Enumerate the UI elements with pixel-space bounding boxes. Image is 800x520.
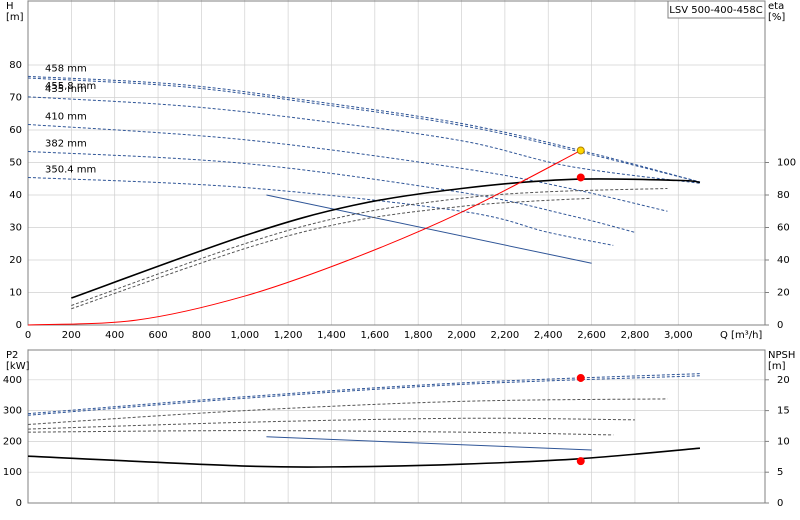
x-tick-label: 2,400 <box>534 330 563 341</box>
curve <box>27 75 701 183</box>
x-axis-label: Q [m³/h] <box>720 330 762 341</box>
curve-label: 410 mm <box>45 111 87 122</box>
y2-tick-label: 60 <box>777 223 790 234</box>
curve-label: 350.4 mm <box>45 164 96 175</box>
curve <box>27 123 668 212</box>
y-axis-unit: [m] <box>6 12 24 23</box>
y2-tick-label: 10 <box>777 436 790 447</box>
curve <box>71 188 668 306</box>
x-tick-label: 2,600 <box>577 330 606 341</box>
x-tick-label: 1,800 <box>404 330 433 341</box>
y2-tick-label: 100 <box>777 158 796 169</box>
curve <box>71 178 701 299</box>
y2-axis-unit: [%] <box>768 12 785 23</box>
curve <box>27 176 614 246</box>
x-tick-label: 200 <box>62 330 81 341</box>
curve <box>266 194 592 264</box>
curve <box>27 96 701 184</box>
curve <box>27 398 668 425</box>
y-tick-label: 0 <box>16 320 22 331</box>
y-tick-label: 50 <box>9 158 22 169</box>
x-tick-label: 1,400 <box>317 330 346 341</box>
curve <box>71 197 592 310</box>
y-tick-label: 400 <box>3 375 22 386</box>
x-tick-label: 2,200 <box>491 330 520 341</box>
x-tick-label: 1,000 <box>230 330 259 341</box>
operating-point <box>576 173 585 182</box>
y-tick-label: 200 <box>3 436 22 447</box>
operating-point <box>576 146 585 155</box>
x-tick-label: 3,000 <box>664 330 693 341</box>
curve <box>27 430 614 436</box>
curve <box>27 417 635 430</box>
x-tick-label: 800 <box>192 330 211 341</box>
y2-tick-label: 40 <box>777 255 790 266</box>
curve <box>27 375 700 416</box>
y2-tick-label: 15 <box>777 406 790 417</box>
y2-axis-unit: [m] <box>768 361 786 372</box>
x-tick-label: 2,000 <box>447 330 476 341</box>
y-tick-label: 20 <box>9 255 22 266</box>
x-tick-label: 2,800 <box>621 330 650 341</box>
y-axis-label: P2 <box>6 350 18 361</box>
curve-label: 455,8 mm <box>45 81 96 92</box>
y-tick-label: 60 <box>9 125 22 136</box>
curve <box>27 447 701 468</box>
y-tick-label: 300 <box>3 406 22 417</box>
y2-tick-label: 5 <box>777 467 783 478</box>
x-tick-label: 400 <box>105 330 124 341</box>
y2-axis-label: NPSH <box>768 350 795 361</box>
x-tick-label: 1,600 <box>361 330 390 341</box>
operating-point <box>576 373 585 382</box>
plot-frame <box>27 0 766 326</box>
x-tick-label: 1,200 <box>274 330 303 341</box>
curve <box>27 150 636 233</box>
title-box <box>667 0 766 19</box>
y2-tick-label: 20 <box>777 375 790 386</box>
curve <box>27 150 581 326</box>
y-tick-label: 100 <box>3 467 22 478</box>
y2-tick-label: 0 <box>777 498 783 509</box>
x-tick-label: 0 <box>25 330 31 341</box>
chart-title: LSV 500-400-458C <box>669 5 762 16</box>
y-tick-label: 30 <box>9 223 22 234</box>
y-tick-label: 70 <box>9 93 22 104</box>
y-tick-label: 0 <box>16 498 22 509</box>
y-axis-label: H <box>6 1 14 12</box>
curve-label: 458 mm <box>45 63 87 74</box>
curve <box>27 373 700 415</box>
curve <box>266 436 592 451</box>
y-tick-label: 80 <box>9 60 22 71</box>
curve-label: 382 mm <box>45 138 87 149</box>
plot-frame <box>27 349 766 504</box>
curve-label: 435 mm <box>45 84 87 95</box>
x-tick-label: 600 <box>149 330 168 341</box>
y-tick-label: 10 <box>9 288 22 299</box>
y2-tick-label: 0 <box>777 320 783 331</box>
y2-axis-label: eta <box>768 1 784 12</box>
operating-point <box>576 457 585 466</box>
y2-tick-label: 80 <box>777 190 790 201</box>
y2-tick-label: 20 <box>777 288 790 299</box>
y-axis-unit: [kW] <box>6 361 30 372</box>
y-tick-label: 40 <box>9 190 22 201</box>
